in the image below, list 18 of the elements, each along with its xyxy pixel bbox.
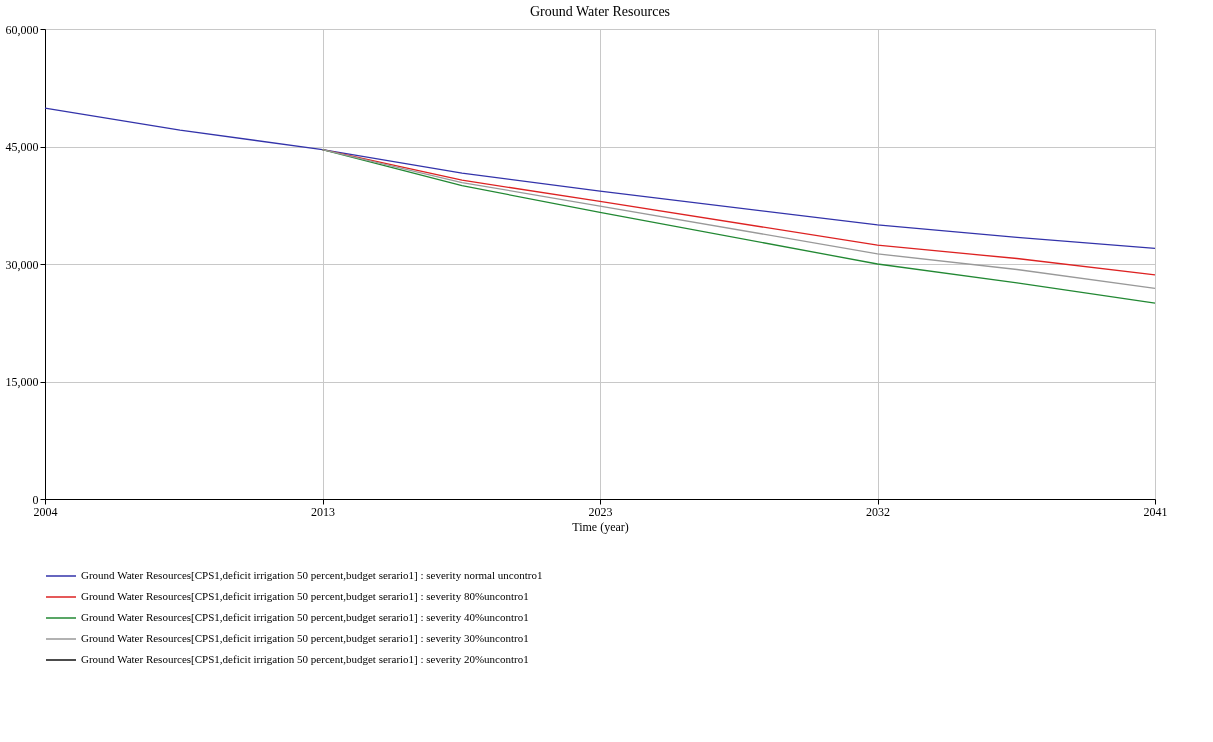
x-axis-title: Time (year) <box>572 519 629 534</box>
y-tick-label: 15,000 <box>5 375 39 389</box>
x-tick-label: 2004 <box>33 504 58 519</box>
y-tick-label: 60,000 <box>5 22 39 37</box>
y-tick-label: 30,000 <box>5 257 39 272</box>
legend-label: Ground Water Resources[CPS1,deficit irrigation 50 percent,budget serario1] : severity normal uncontro1 <box>81 569 543 581</box>
x-tick-label: 2013 <box>311 504 335 519</box>
y-tick-label: 0 <box>32 492 39 507</box>
legend-label: Ground Water Resources[CPS1,deficit irrigation 50 percent,budget serario1] : severity 40%uncontro1 <box>81 611 529 623</box>
y-tick-label: 45,000 <box>5 140 39 154</box>
legend-label: Ground Water Resources[CPS1,deficit irrigation 50 percent,budget serario1] : severity 80%uncontro1 <box>81 590 529 602</box>
chart-title: Ground Water Resources <box>529 4 671 19</box>
x-tick-label: 2041 <box>1143 504 1168 519</box>
x-tick-label: 2023 <box>588 504 613 519</box>
legend-label: Ground Water Resources[CPS1,deficit irrigation 50 percent,budget serario1] : severity 20%uncontro1 <box>81 653 529 665</box>
line-series <box>44 107 1156 249</box>
legend-label: Ground Water Resources[CPS1,deficit irrigation 50 percent,budget serario1] : severity 30%uncontro1 <box>81 632 529 644</box>
x-tick-label: 2032 <box>866 504 890 519</box>
